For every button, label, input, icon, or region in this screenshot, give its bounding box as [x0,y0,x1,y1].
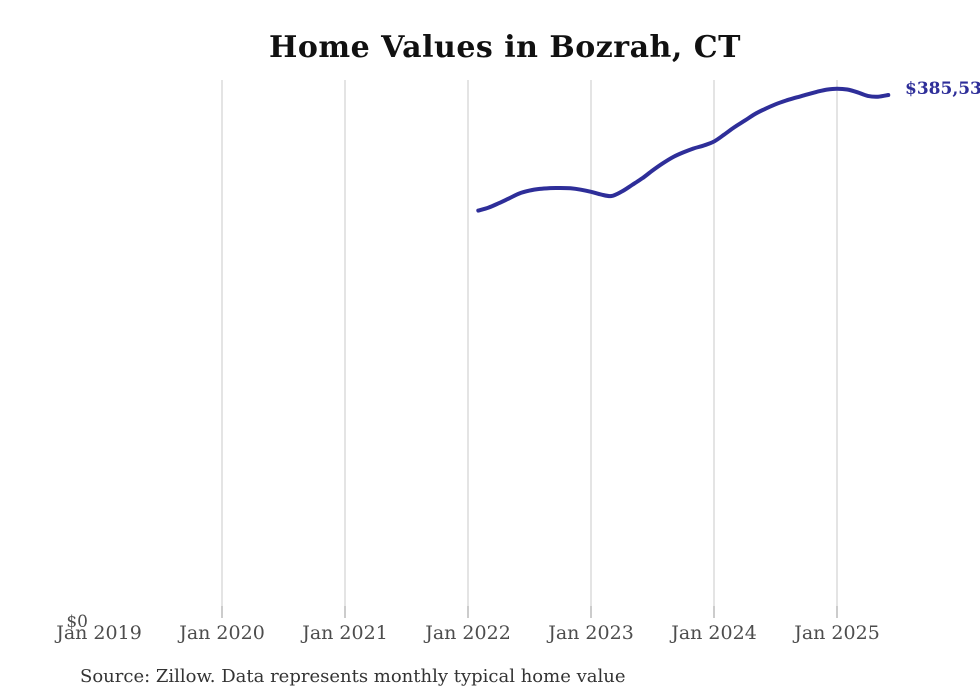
x-axis-label: Jan 2020 [179,622,265,644]
source-note: Source: Zillow. Data represents monthly … [80,666,626,687]
x-axis-label: Jan 2023 [548,622,634,644]
x-axis-label: Jan 2019 [56,622,142,644]
latest-value-label: $385,534 [905,79,980,99]
chart-title: Home Values in Bozrah, CT [269,30,741,65]
home-value-line [476,86,891,213]
x-axis-label: Jan 2024 [671,622,757,644]
y-axis-zero-label: $0 [66,612,88,632]
x-axis-label: Jan 2022 [425,622,511,644]
x-axis-label: Jan 2025 [794,622,880,644]
x-axis-label: Jan 2021 [302,622,388,644]
